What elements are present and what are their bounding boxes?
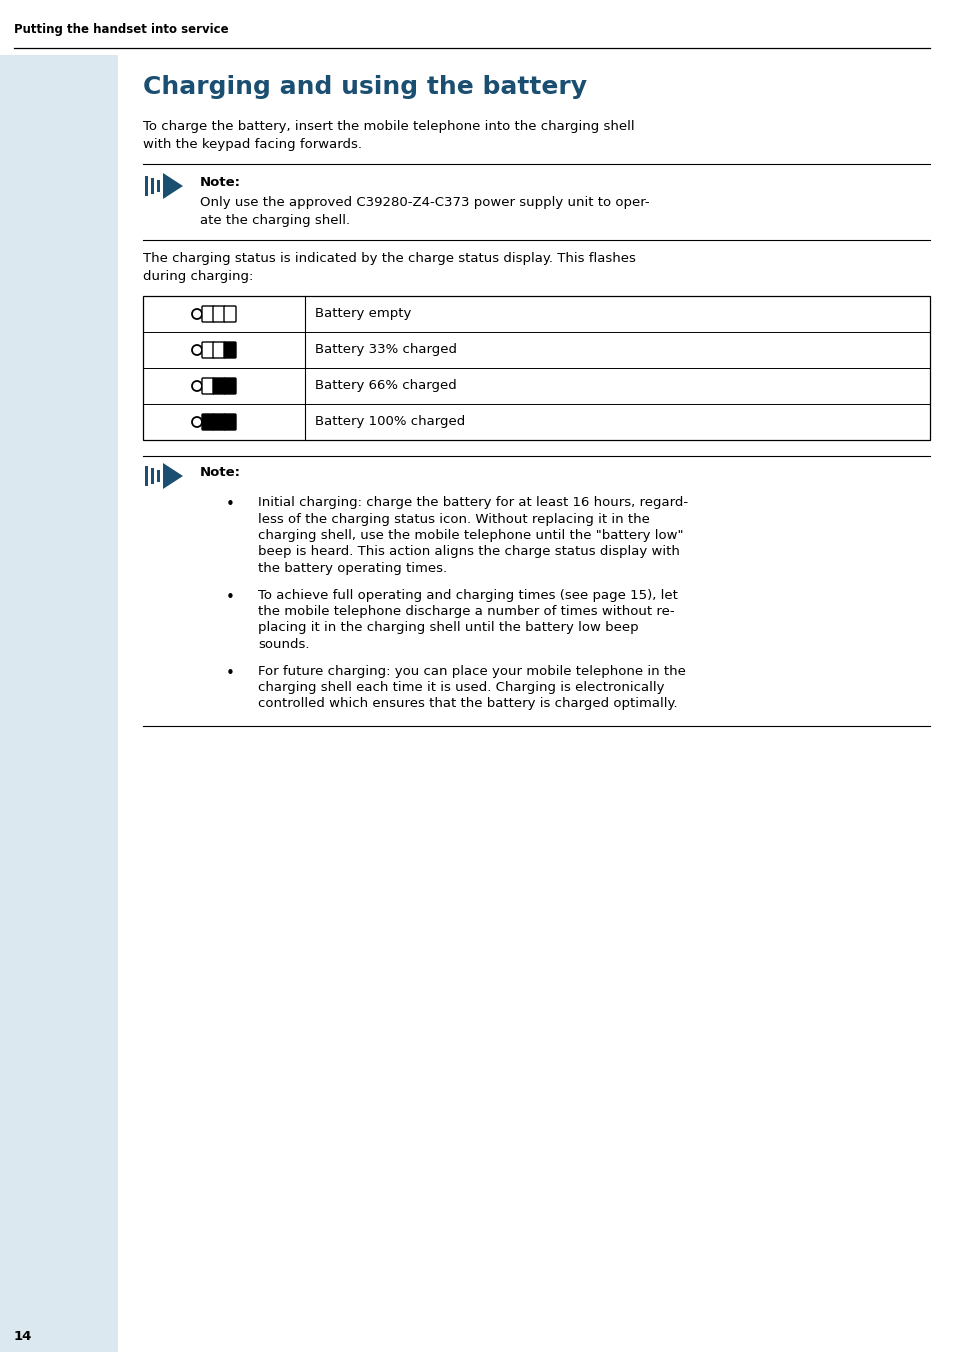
Text: Battery 33% charged: Battery 33% charged [314, 343, 456, 357]
Text: beep is heard. This action aligns the charge status display with: beep is heard. This action aligns the ch… [257, 545, 679, 558]
Text: the battery operating times.: the battery operating times. [257, 562, 447, 575]
Text: during charging:: during charging: [143, 270, 253, 283]
Text: Charging and using the battery: Charging and using the battery [143, 74, 586, 99]
FancyBboxPatch shape [202, 342, 213, 358]
Text: For future charging: you can place your mobile telephone in the: For future charging: you can place your … [257, 664, 685, 677]
Text: Only use the approved C39280-Z4-C373 power supply unit to oper-: Only use the approved C39280-Z4-C373 pow… [200, 196, 649, 210]
FancyBboxPatch shape [202, 306, 213, 322]
Text: with the keypad facing forwards.: with the keypad facing forwards. [143, 138, 361, 151]
Text: the mobile telephone discharge a number of times without re-: the mobile telephone discharge a number … [257, 604, 674, 618]
FancyBboxPatch shape [224, 379, 235, 393]
Text: placing it in the charging shell until the battery low beep: placing it in the charging shell until t… [257, 622, 638, 634]
Text: Battery 66% charged: Battery 66% charged [314, 380, 456, 392]
Text: sounds.: sounds. [257, 638, 309, 652]
Bar [145, 466, 148, 485]
FancyBboxPatch shape [224, 306, 235, 322]
Text: ate the charging shell.: ate the charging shell. [200, 214, 350, 227]
FancyBboxPatch shape [213, 414, 225, 430]
Text: Note:: Note: [200, 466, 241, 479]
Bar [151, 468, 153, 484]
Bar [157, 180, 160, 192]
FancyBboxPatch shape [213, 379, 225, 393]
FancyBboxPatch shape [224, 342, 235, 358]
Text: controlled which ensures that the battery is charged optimally.: controlled which ensures that the batter… [257, 698, 677, 711]
Text: •: • [226, 498, 234, 512]
Polygon shape [163, 173, 183, 199]
Text: Initial charging: charge the battery for at least 16 hours, regard-: Initial charging: charge the battery for… [257, 496, 687, 508]
Bar [157, 470, 160, 483]
FancyBboxPatch shape [213, 342, 225, 358]
Text: •: • [226, 589, 234, 604]
Text: charging shell, use the mobile telephone until the "battery low": charging shell, use the mobile telephone… [257, 529, 682, 542]
Text: The charging status is indicated by the charge status display. This flashes: The charging status is indicated by the … [143, 251, 636, 265]
FancyBboxPatch shape [224, 414, 235, 430]
FancyBboxPatch shape [213, 306, 225, 322]
Text: charging shell each time it is used. Charging is electronically: charging shell each time it is used. Cha… [257, 681, 664, 694]
Bar [0, 55, 118, 1352]
Text: To charge the battery, insert the mobile telephone into the charging shell: To charge the battery, insert the mobile… [143, 120, 634, 132]
Polygon shape [163, 462, 183, 489]
Bar [145, 176, 148, 196]
Text: 14: 14 [14, 1329, 32, 1343]
FancyBboxPatch shape [202, 379, 213, 393]
Text: Note:: Note: [200, 176, 241, 189]
Text: To achieve full operating and charging times (see page 15), let: To achieve full operating and charging t… [257, 588, 678, 602]
Text: Putting the handset into service: Putting the handset into service [14, 23, 229, 37]
FancyBboxPatch shape [202, 414, 213, 430]
Bar [151, 178, 153, 193]
Text: less of the charging status icon. Without replacing it in the: less of the charging status icon. Withou… [257, 512, 649, 526]
Text: Battery 100% charged: Battery 100% charged [314, 415, 465, 429]
Bar [143, 296, 929, 439]
Text: •: • [226, 665, 234, 680]
Text: Battery empty: Battery empty [314, 307, 411, 320]
